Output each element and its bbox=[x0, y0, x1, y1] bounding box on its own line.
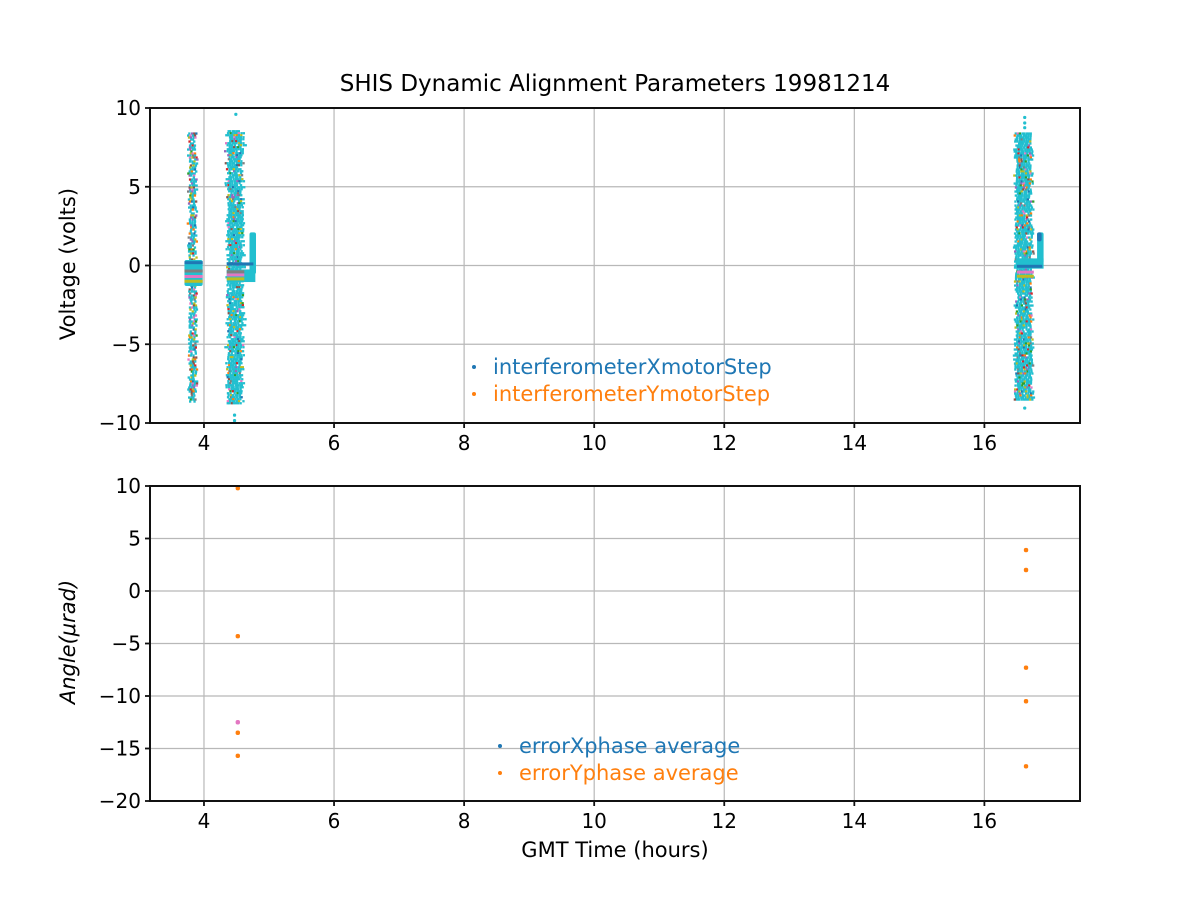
outlier-point bbox=[234, 112, 238, 116]
band-stripe bbox=[1016, 274, 1034, 278]
top-axes-scatter bbox=[184, 112, 1044, 423]
y-tick-label: −5 bbox=[112, 632, 141, 656]
y-tick-label: −10 bbox=[99, 684, 141, 708]
y-tick-label: 10 bbox=[116, 474, 141, 498]
bottom-axes-scatter bbox=[235, 486, 1029, 769]
top-legend: interferometerXmotorStep interferometerY… bbox=[466, 353, 772, 407]
y-tick-label: −15 bbox=[99, 737, 141, 761]
x-tick-label: 8 bbox=[458, 809, 471, 833]
x-tick-label: 6 bbox=[328, 809, 341, 833]
outlier-point bbox=[1023, 121, 1027, 125]
band-stripe bbox=[1016, 264, 1043, 268]
outlier-point bbox=[232, 419, 237, 423]
x-tick-label: 10 bbox=[581, 809, 606, 833]
data-point bbox=[1023, 764, 1029, 769]
band-bridge bbox=[1015, 258, 1044, 269]
y-tick-label: 5 bbox=[128, 527, 141, 551]
data-point bbox=[1023, 665, 1029, 670]
band-arm-cap bbox=[1037, 232, 1042, 242]
outlier-point bbox=[1023, 126, 1027, 130]
legend-marker-x-motor-icon bbox=[472, 364, 476, 369]
x-tick-label: 10 bbox=[581, 431, 606, 455]
legend-label-x-motor: interferometerXmotorStep bbox=[493, 354, 772, 379]
x-tick-label: 12 bbox=[712, 431, 737, 455]
y-tick-label: −20 bbox=[99, 789, 141, 813]
bottom-axes-frame: 4 6 8 10 12 14 16 −20 −15 −10 −5 0 5 10 bbox=[99, 474, 1081, 833]
band-stripe bbox=[1016, 270, 1034, 274]
outlier-point bbox=[1023, 406, 1027, 410]
y-tick-label: −5 bbox=[112, 332, 141, 356]
data-point bbox=[235, 633, 240, 639]
band-stripe bbox=[226, 270, 245, 274]
legend-label-error-y: errorYphase average bbox=[519, 760, 739, 785]
y-tick-label: 10 bbox=[116, 96, 141, 120]
bottom-y-axis-label: Angle(μrad) bbox=[56, 579, 80, 705]
legend-marker-error-x-icon bbox=[498, 743, 502, 748]
figure-title: SHIS Dynamic Alignment Parameters 199812… bbox=[339, 71, 891, 97]
data-point bbox=[1023, 567, 1029, 573]
x-axis-label: GMT Time (hours) bbox=[521, 838, 709, 862]
band-stripe bbox=[226, 262, 254, 266]
band-arm bbox=[249, 232, 257, 275]
x-tick-label: 12 bbox=[712, 809, 737, 833]
band-blob bbox=[184, 259, 203, 286]
data-point bbox=[235, 753, 240, 759]
data-point bbox=[235, 486, 240, 491]
data-point bbox=[235, 730, 240, 735]
band-stripe bbox=[184, 275, 203, 279]
x-tick-label: 8 bbox=[458, 431, 471, 455]
band-stripe bbox=[184, 269, 203, 273]
x-tick-label: 16 bbox=[972, 431, 997, 455]
legend-item-error-y: errorYphase average bbox=[492, 759, 740, 786]
bottom-legend: errorXphase average errorYphase average bbox=[492, 732, 740, 786]
x-tick-label: 14 bbox=[842, 809, 867, 833]
x-tick-label: 16 bbox=[972, 809, 997, 833]
legend-marker-y-motor-icon bbox=[472, 391, 476, 396]
x-tick-label: 4 bbox=[198, 809, 211, 833]
data-point bbox=[235, 720, 240, 725]
band-stripe bbox=[184, 261, 203, 265]
x-tick-label: 6 bbox=[328, 431, 341, 455]
data-point bbox=[1023, 699, 1029, 704]
legend-label-error-x: errorXphase average bbox=[519, 733, 741, 758]
legend-item-y-motor: interferometerYmotorStep bbox=[466, 380, 772, 407]
legend-item-error-x: errorXphase average bbox=[492, 732, 740, 759]
band-stripe bbox=[226, 273, 245, 277]
y-tick-label: 0 bbox=[128, 254, 141, 278]
y-tick-label: −10 bbox=[99, 411, 141, 435]
x-tick-label: 14 bbox=[842, 431, 867, 455]
top-axes-frame: 4 6 8 10 12 14 16 −10 −5 0 5 10 bbox=[99, 96, 1081, 455]
y-tick-label: 5 bbox=[128, 175, 141, 199]
legend-marker-error-y-icon bbox=[498, 770, 502, 775]
band-stripe bbox=[226, 277, 245, 281]
top-y-axis-label: Voltage (volts) bbox=[56, 187, 80, 341]
outlier-point bbox=[1023, 115, 1027, 120]
band-stripe bbox=[184, 279, 203, 283]
legend-label-y-motor: interferometerYmotorStep bbox=[493, 381, 771, 406]
y-tick-label: 0 bbox=[128, 579, 141, 603]
outlier-point bbox=[232, 413, 237, 417]
x-tick-label: 4 bbox=[198, 431, 211, 455]
legend-item-x-motor: interferometerXmotorStep bbox=[466, 353, 772, 380]
data-point bbox=[1023, 547, 1029, 553]
